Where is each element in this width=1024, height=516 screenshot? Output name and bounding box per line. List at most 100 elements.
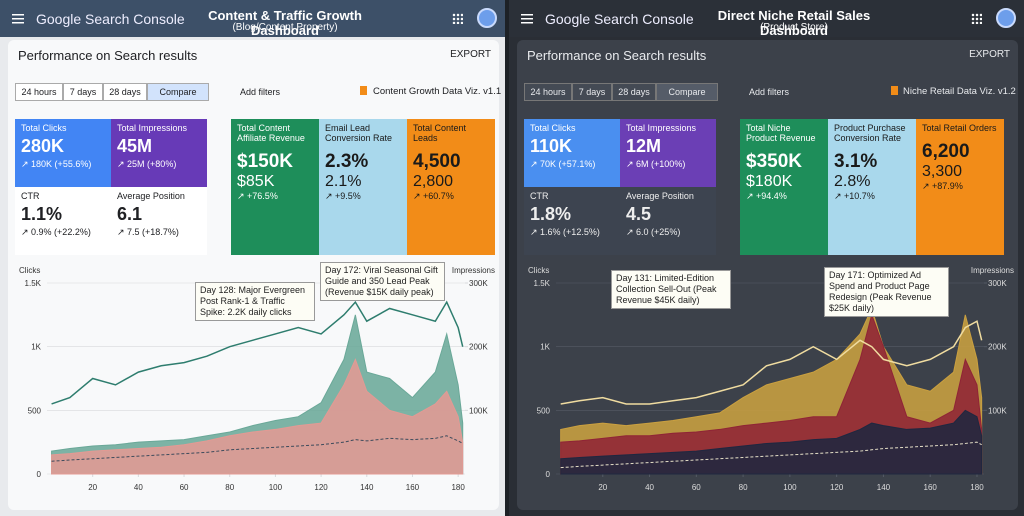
account-avatar[interactable] xyxy=(996,8,1016,28)
metric-card[interactable]: Average Position 4.5 ↗ 6.0 (+25%) xyxy=(620,187,716,255)
filter-pill[interactable]: Compare xyxy=(147,83,209,101)
kpi-label: Total Retail Orders xyxy=(922,123,997,133)
kpi-label: Total Niche Product Revenue xyxy=(746,123,816,143)
metric-change: ↗ 70K (+57.1%) xyxy=(530,159,596,169)
x-tick-label: 120 xyxy=(314,483,328,492)
line xyxy=(560,320,983,405)
filter-pill[interactable]: Compare xyxy=(656,83,718,101)
metric-card[interactable]: Total Clicks 110K ↗ 70K (+57.1%) xyxy=(524,119,620,187)
kpi-previous: $85K xyxy=(237,173,275,190)
menu-bar xyxy=(521,18,533,20)
menu-icon xyxy=(12,14,24,24)
metric-card[interactable]: Total Clicks 280K ↗ 180K (+55.6%) xyxy=(15,119,111,187)
metric-value: 1.8% xyxy=(530,204,572,224)
filter-pill[interactable]: 24 hours xyxy=(15,83,63,101)
metric-label: Average Position xyxy=(117,191,185,201)
chart-plot: Clicks Impressions 0 500 1K 1.5K 100K 200K 300K 2… xyxy=(528,266,1014,492)
dashboard-subtitle: (Blog/Content Property) xyxy=(232,22,338,33)
kpi-change: ↗ +9.5% xyxy=(325,191,361,201)
metric-value: 110K xyxy=(530,136,573,156)
add-filters[interactable]: Add filters xyxy=(749,87,790,97)
y2-tick-label: 300K xyxy=(988,279,1007,288)
annotation: Day 128: Major Evergreen Post Rank-1 & T… xyxy=(195,282,315,321)
kpi-label: Email Lead Conversion Rate xyxy=(325,123,393,143)
line xyxy=(560,441,982,469)
kpi-card: Product Purchase Conversion Rate 3.1% 2.8%… xyxy=(828,119,916,255)
kpi-previous: 3,300 xyxy=(922,163,963,180)
metric-card[interactable]: CTR 1.1% ↗ 0.9% (+22.2%) xyxy=(15,187,111,255)
x-tick-label: 160 xyxy=(924,483,938,492)
menu-button[interactable] xyxy=(519,0,539,37)
x-tick-label: 120 xyxy=(830,483,844,492)
tag-flag xyxy=(891,86,898,95)
metric-value: 45M xyxy=(117,136,153,156)
data-viz-tag: Content Growth Data Viz. v1.1 xyxy=(373,86,502,97)
export-button[interactable]: EXPORT xyxy=(450,49,491,60)
menu-bar xyxy=(12,18,24,20)
dashboard-title: Direct Niche Retail Sales Dashboard xyxy=(717,8,871,38)
kpi-change: ↗ +94.4% xyxy=(746,191,787,201)
kpi-value: 2.3% xyxy=(325,151,369,172)
x-tick-label: 140 xyxy=(360,483,374,492)
kpi-card: Total Niche Product Revenue $350K $180K ↗ +… xyxy=(740,119,828,255)
x-tick-label: 160 xyxy=(406,483,420,492)
y2-tick-label: 100K xyxy=(988,406,1007,415)
filter-pill[interactable]: 7 days xyxy=(572,83,612,101)
metric-card[interactable]: Average Position 6.1 ↗ 7.5 (+18.7%) xyxy=(111,187,207,255)
filter-pill[interactable]: 24 hours xyxy=(524,83,572,101)
kpi-value: 6,200 xyxy=(922,141,970,162)
kpi-previous: $180K xyxy=(746,173,793,190)
export-button[interactable]: EXPORT xyxy=(969,49,1010,60)
menu-button[interactable] xyxy=(10,0,30,37)
metric-card[interactable]: Total Impressions 45M ↗ 25M (+80%) xyxy=(111,119,207,187)
menu-bar xyxy=(521,22,533,24)
app-name: Google Search Console xyxy=(36,11,185,27)
x-tick-label: 20 xyxy=(598,483,607,492)
menu-bar xyxy=(12,22,24,24)
account-avatar[interactable] xyxy=(477,8,497,28)
x-tick-label: 40 xyxy=(134,483,143,492)
metric-card[interactable]: CTR 1.8% ↗ 1.6% (+12.5%) xyxy=(524,187,620,255)
apps-grid[interactable] xyxy=(452,13,463,24)
filter-pill[interactable]: 7 days xyxy=(63,83,103,101)
menu-icon xyxy=(521,14,533,24)
y2-axis-label: Impressions xyxy=(971,266,1014,275)
kpi-change: ↗ +60.7% xyxy=(413,191,454,201)
header-bar: Google Search Console Direct Niche Retail… xyxy=(509,0,1024,38)
tag-flag xyxy=(360,86,367,95)
metric-label: Average Position xyxy=(626,191,694,201)
y-tick-label: 500 xyxy=(537,406,551,415)
metric-change: ↗ 1.6% (+12.5%) xyxy=(530,227,600,237)
x-tick-label: 100 xyxy=(783,483,797,492)
kpi-card: Total Content Affiliate Revenue $150K $85K… xyxy=(231,119,319,255)
metric-change: ↗ 7.5 (+18.7%) xyxy=(117,227,179,237)
y2-tick-label: 300K xyxy=(469,279,488,288)
filter-pill[interactable]: 28 days xyxy=(103,83,147,101)
kpi-value: $350K xyxy=(746,151,802,172)
kpi-previous: 2.8% xyxy=(834,173,871,190)
metric-card[interactable]: Total Impressions 12M ↗ 6M (+100%) xyxy=(620,119,716,187)
y-tick-label: 1.5K xyxy=(25,279,42,288)
filter-pill[interactable]: 28 days xyxy=(612,83,656,101)
y-tick-label: 500 xyxy=(28,406,42,415)
menu-bar xyxy=(521,14,533,16)
y-tick-label: 0 xyxy=(37,470,42,479)
kpi-card: Email Lead Conversion Rate 2.3% 2.1% ↗ +9.5… xyxy=(319,119,407,255)
line xyxy=(51,300,464,405)
y2-tick-label: 200K xyxy=(988,343,1007,352)
chart: Clicks Impressions 0 500 1K 1.5K 100K 200K 300K 2… xyxy=(15,262,495,502)
y-tick-label: 1K xyxy=(540,343,550,352)
metric-label: Total Impressions xyxy=(117,123,188,133)
metric-label: CTR xyxy=(530,191,549,201)
header-bar: Google Search Console Content & Traffic G… xyxy=(0,0,505,38)
data-viz-tag: Niche Retail Data Viz. v1.2 xyxy=(903,86,1016,97)
menu-bar xyxy=(12,14,24,16)
y2-tick-label: 200K xyxy=(469,343,488,352)
y2-tick-label: 100K xyxy=(469,406,488,415)
apps-grid[interactable] xyxy=(971,13,982,24)
dashboard-subtitle: (Product Store) xyxy=(760,22,828,33)
kpi-previous: 2.1% xyxy=(325,173,362,190)
add-filters[interactable]: Add filters xyxy=(240,87,281,97)
kpi-label: Product Purchase Conversion Rate xyxy=(834,123,906,143)
